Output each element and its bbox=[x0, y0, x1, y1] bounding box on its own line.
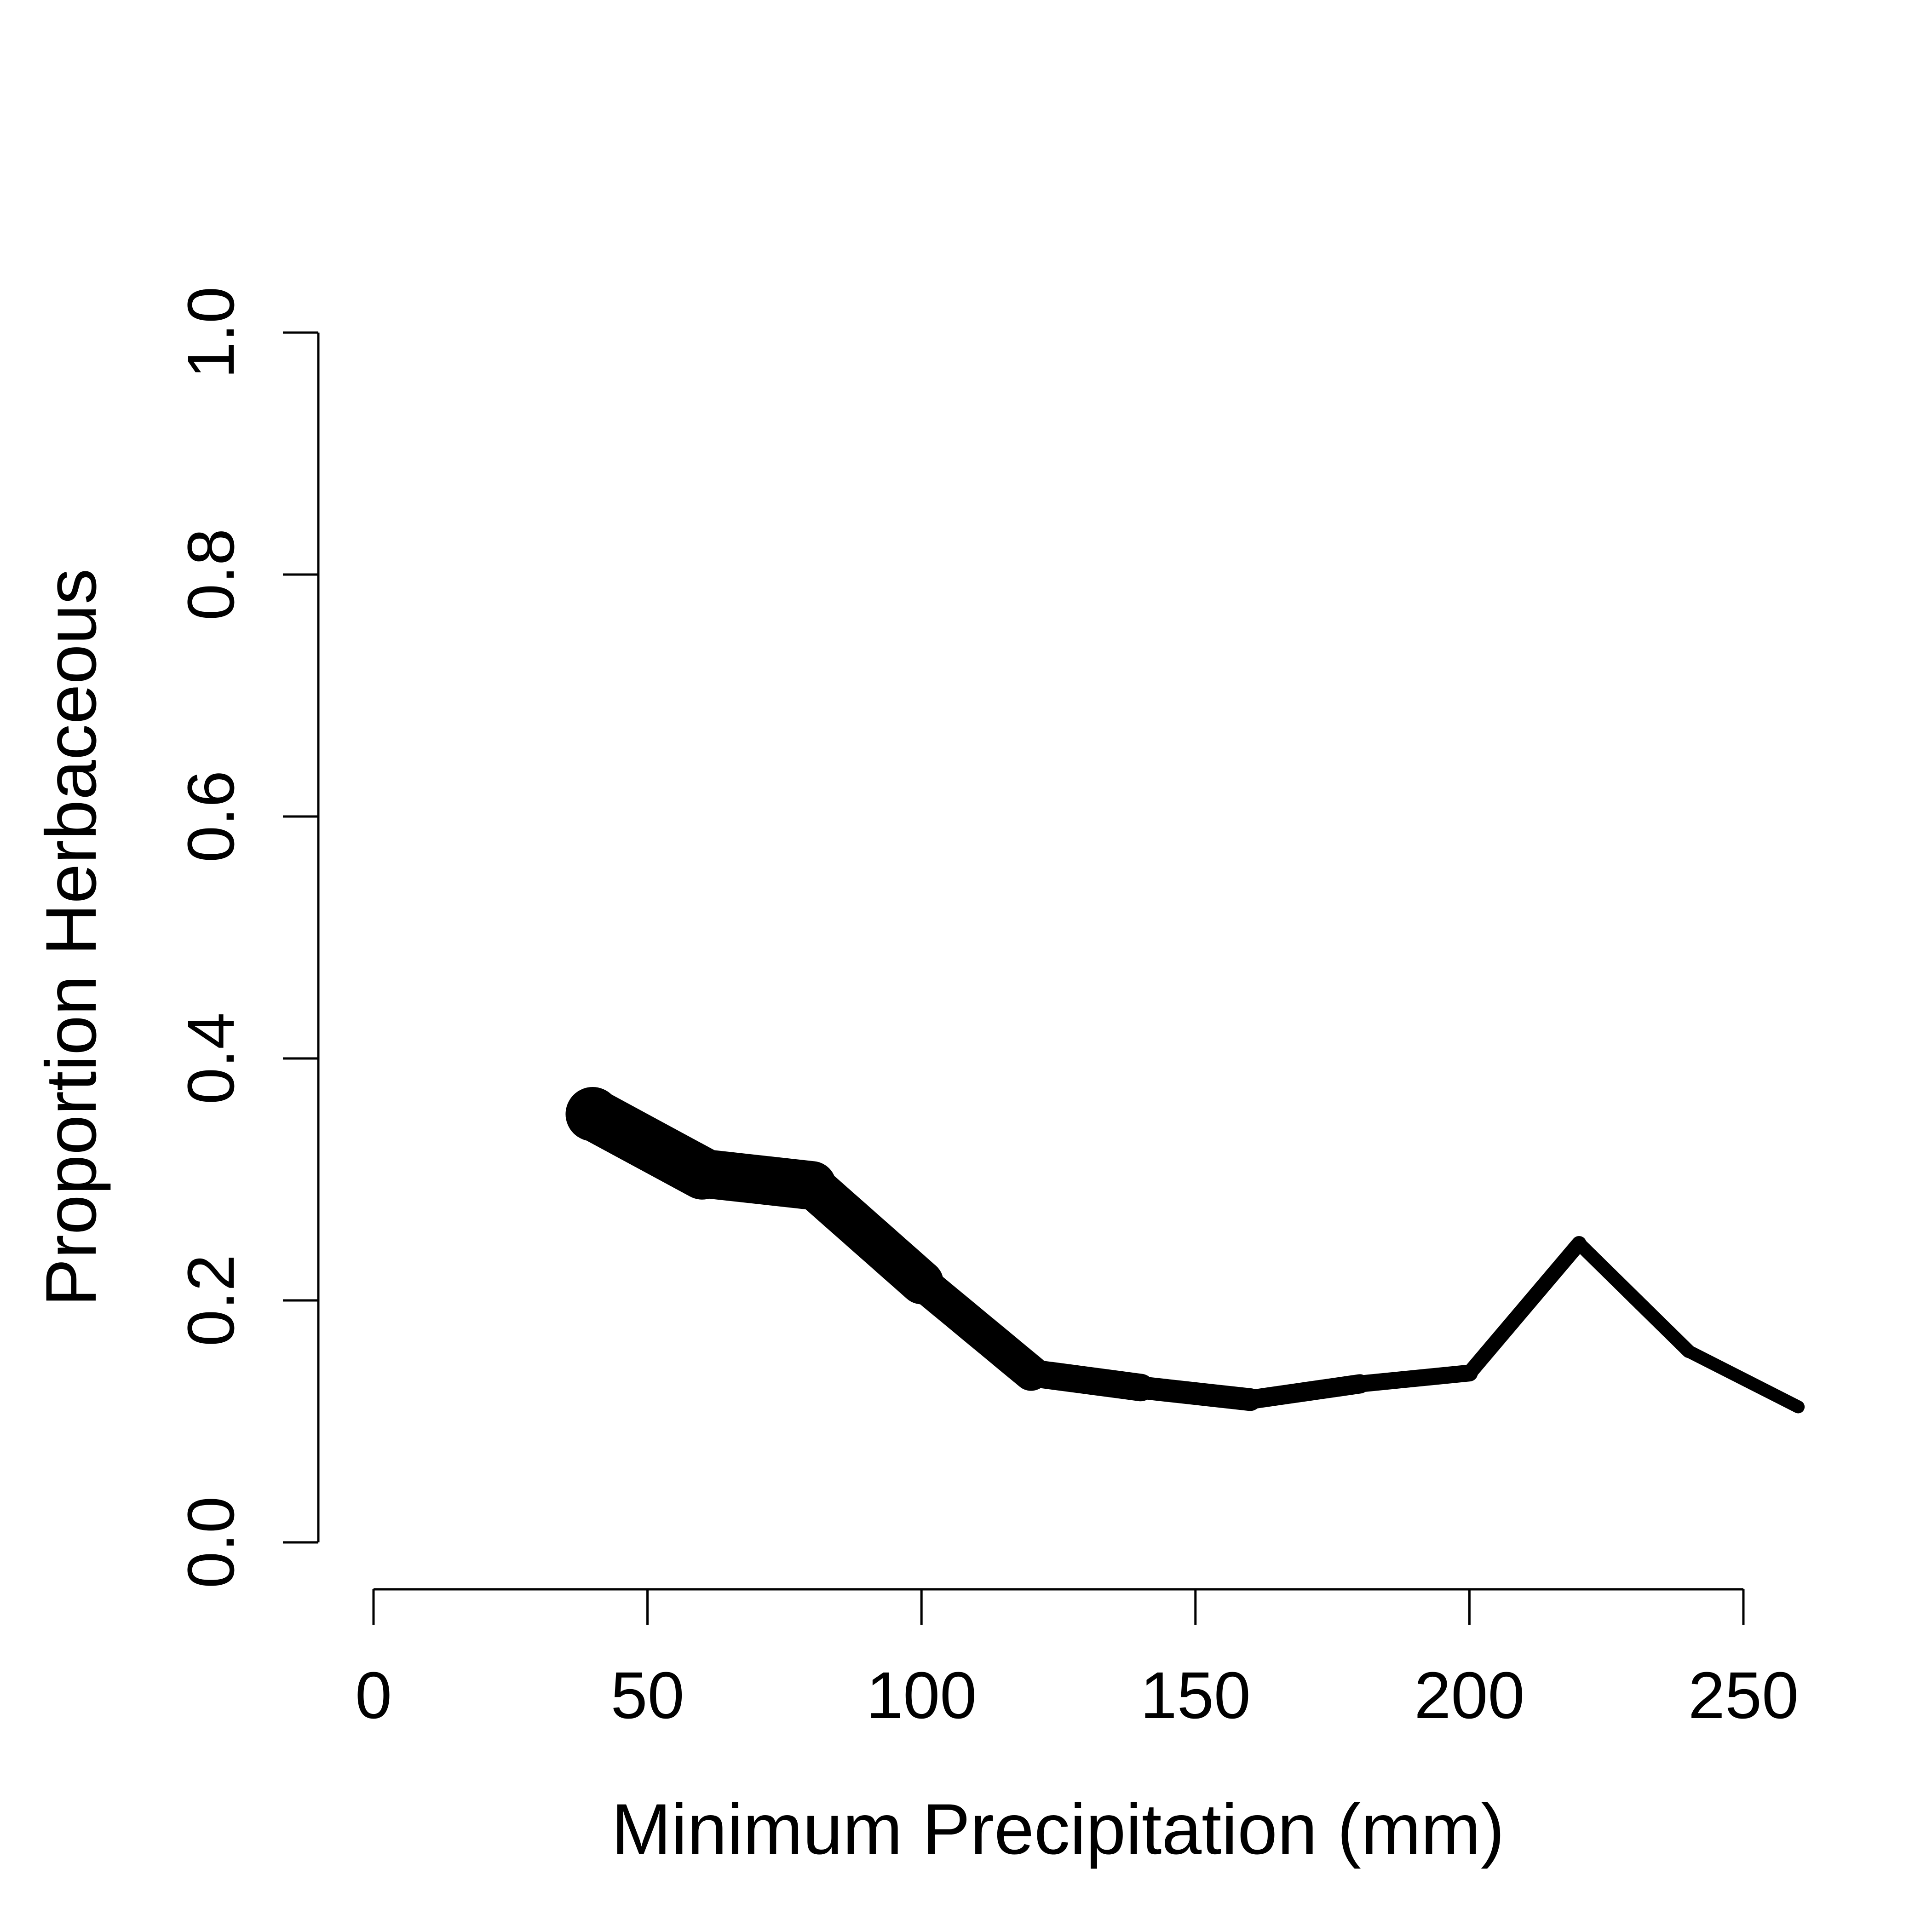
series-line-segment bbox=[790, 1163, 944, 1305]
x-tick-label: 250 bbox=[1688, 1658, 1799, 1732]
series-line-segment bbox=[1682, 1345, 1805, 1414]
y-tick-label: 0.6 bbox=[174, 770, 248, 862]
data-point bbox=[1572, 1236, 1586, 1251]
y-tick-label: 0.2 bbox=[174, 1254, 248, 1346]
y-tick-label: 0.0 bbox=[174, 1496, 248, 1588]
series-line-segment bbox=[1017, 1359, 1155, 1402]
x-axis: 0 50 100 150 200 250 bbox=[355, 1588, 1799, 1732]
data-point bbox=[565, 1087, 620, 1141]
x-tick-label: 100 bbox=[866, 1658, 977, 1732]
x-tick-label: 0 bbox=[355, 1658, 392, 1732]
data-point bbox=[1461, 1365, 1478, 1381]
data-point bbox=[788, 1162, 836, 1209]
y-axis-title: Proportion Herbaceous bbox=[31, 569, 111, 1306]
data-point bbox=[677, 1148, 728, 1199]
x-axis-title: Minimum Precipitation (mm) bbox=[611, 1789, 1505, 1869]
data-point bbox=[1016, 1357, 1046, 1388]
series-line-segment bbox=[1462, 1236, 1587, 1381]
y-ticks: 0.0 0.2 0.4 0.6 0.8 1.0 bbox=[174, 287, 318, 1588]
data-point bbox=[1792, 1400, 1805, 1414]
data-point bbox=[1351, 1374, 1369, 1393]
series-line-segment bbox=[1351, 1364, 1478, 1392]
data-point bbox=[1128, 1375, 1153, 1400]
x-tick-label: 150 bbox=[1140, 1658, 1251, 1732]
data-series bbox=[565, 1087, 1805, 1414]
y-tick-label: 0.8 bbox=[174, 529, 248, 621]
series-line-segment bbox=[1572, 1236, 1696, 1358]
series-line-segment bbox=[903, 1264, 1049, 1391]
y-axis: 0.0 0.2 0.4 0.6 0.8 1.0 bbox=[174, 287, 320, 1588]
data-point bbox=[901, 1262, 942, 1303]
data-point bbox=[1240, 1389, 1261, 1410]
y-tick-label: 0.4 bbox=[174, 1012, 248, 1104]
series-line-segment bbox=[1240, 1374, 1370, 1409]
x-tick-label: 200 bbox=[1414, 1658, 1524, 1732]
series-line-segment bbox=[1129, 1376, 1262, 1411]
data-point bbox=[1682, 1345, 1696, 1358]
y-tick-label: 1.0 bbox=[174, 287, 248, 379]
x-tick-label: 50 bbox=[611, 1658, 684, 1732]
x-ticks: 0 50 100 150 200 250 bbox=[355, 1589, 1799, 1732]
